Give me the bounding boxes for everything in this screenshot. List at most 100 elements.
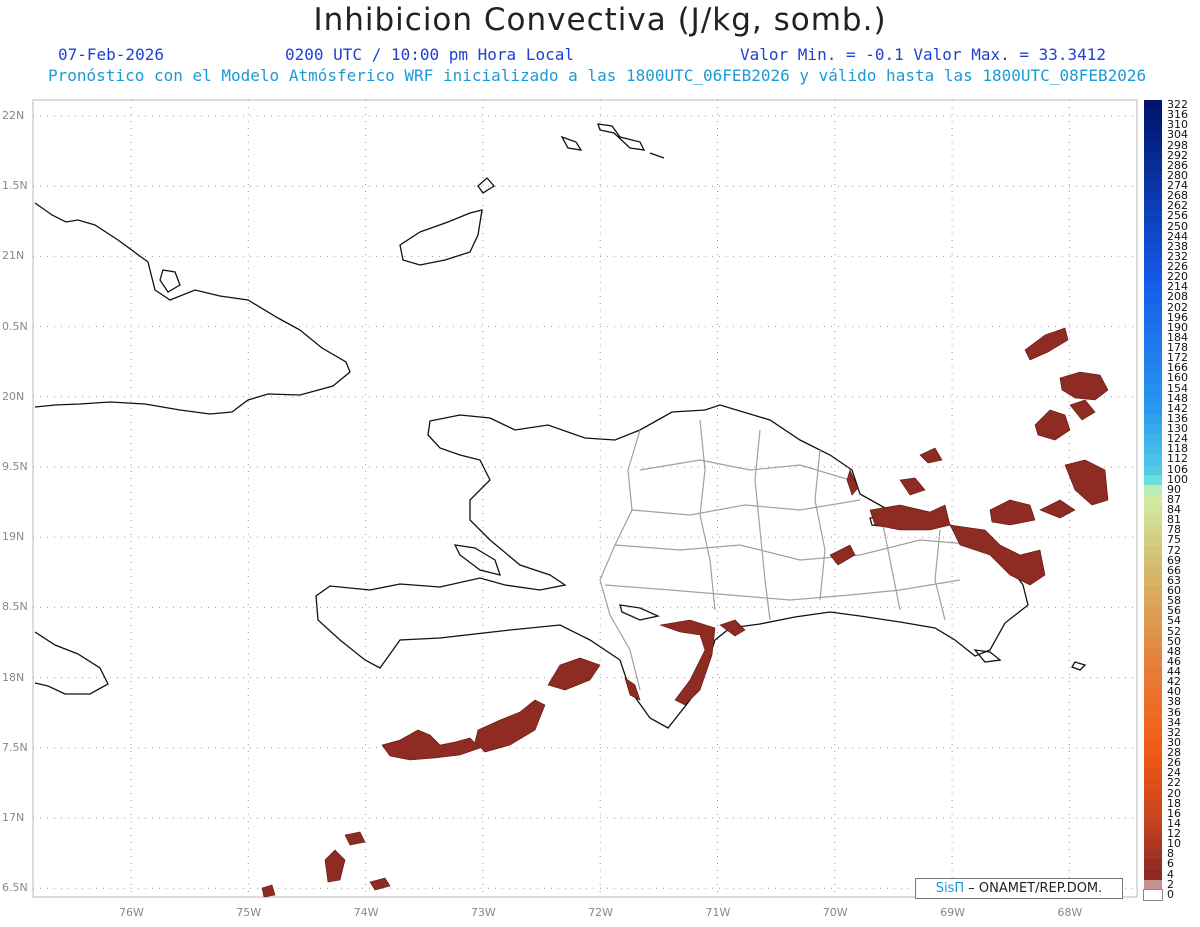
legend-swatch [1144, 353, 1162, 364]
legend-label: 208 [1167, 290, 1188, 304]
legend-label: 63 [1167, 573, 1181, 587]
credit-box: SisΠ – ONAMET/REP.DOM. [915, 878, 1123, 899]
legend-swatch [1144, 110, 1162, 121]
legend-swatch [1144, 869, 1162, 881]
legend-label: 34 [1167, 715, 1181, 729]
legend-label: 58 [1167, 594, 1181, 608]
lat-label: 22N [2, 109, 25, 122]
legend-label: 18 [1167, 796, 1181, 810]
legend-swatch [1144, 667, 1162, 678]
legend-swatch [1144, 464, 1162, 476]
legend-swatch [1144, 241, 1162, 253]
legend-swatch [1144, 818, 1162, 830]
lat-label: 1.5N [2, 179, 28, 193]
legend-label: 100 [1167, 472, 1188, 486]
legend-swatch [1144, 231, 1162, 243]
legend-label: 226 [1167, 260, 1188, 274]
legend-label: 130 [1167, 422, 1188, 436]
legend-label: 214 [1167, 280, 1188, 294]
legend-swatch [1144, 484, 1162, 496]
legend-swatch [1144, 808, 1162, 820]
legend-swatch [1144, 494, 1162, 506]
legend-swatch [1144, 181, 1162, 192]
legend-swatch [1144, 343, 1162, 354]
legend-swatch [1144, 656, 1162, 668]
legend-swatch [1144, 586, 1162, 597]
legend-swatch [1144, 768, 1162, 779]
cin-shading [261, 327, 1109, 898]
legend-swatch [1144, 312, 1162, 324]
legend-label: 14 [1167, 816, 1181, 830]
legend-label: 184 [1167, 330, 1188, 344]
legend-label: 6 [1167, 857, 1174, 871]
legend-swatch [1144, 798, 1162, 810]
legend-swatch [1144, 636, 1162, 648]
legend-label: 48 [1167, 644, 1181, 658]
legend-label: 304 [1167, 128, 1188, 142]
legend-swatch [1144, 332, 1162, 344]
legend-label: 84 [1167, 503, 1181, 517]
legend-label: 16 [1167, 806, 1181, 820]
legend-label: 244 [1167, 229, 1188, 243]
legend-swatch [1144, 758, 1162, 769]
legend-swatch [1144, 879, 1162, 891]
forecast-time: 0200 UTC / 10:00 pm Hora Local [285, 45, 574, 64]
legend-swatch [1144, 383, 1162, 395]
legend-label: 40 [1167, 685, 1181, 699]
legend-swatch [1144, 565, 1162, 577]
legend-swatch [1144, 211, 1162, 223]
credit-brand: SisΠ [935, 881, 965, 896]
lon-label: 71W [705, 906, 731, 919]
lat-label: 0.5N [2, 319, 28, 333]
legend-swatch [1144, 424, 1162, 435]
legend-label: 112 [1167, 452, 1188, 466]
legend-label: 32 [1167, 725, 1181, 739]
province-boundaries [599, 419, 981, 691]
legend-label: 136 [1167, 411, 1188, 425]
legend-label: 90 [1167, 482, 1181, 496]
coastlines [34, 123, 1087, 729]
legend-label: 196 [1167, 310, 1188, 324]
legend-label: 20 [1167, 786, 1181, 800]
legend-label: 280 [1167, 168, 1188, 182]
legend-label: 72 [1167, 543, 1181, 557]
lat-label: 18N [2, 670, 25, 684]
legend-swatch [1144, 606, 1162, 617]
legend-swatch [1144, 100, 1162, 111]
legend-label: 2 [1167, 877, 1174, 891]
legend-label: 28 [1167, 746, 1181, 760]
lat-label: 6.5N [2, 881, 28, 895]
legend-label: 22 [1167, 776, 1181, 790]
legend-label: 8 [1167, 847, 1174, 861]
lon-label: 70W [822, 906, 848, 919]
legend-swatch [1144, 444, 1162, 455]
legend-swatch [1144, 170, 1162, 182]
legend-swatch [1144, 788, 1162, 800]
legend-label: 106 [1167, 462, 1188, 476]
legend-label: 148 [1167, 391, 1188, 405]
legend-swatch [1144, 859, 1162, 871]
lat-label: 21N [2, 249, 25, 263]
legend-swatch [1144, 282, 1162, 293]
legend-swatch [1144, 737, 1162, 749]
legend-label: 142 [1167, 401, 1188, 415]
legend-swatch [1144, 272, 1162, 283]
lon-label: 68W [1057, 906, 1083, 919]
legend-label: 268 [1167, 189, 1188, 203]
legend-label: 256 [1167, 209, 1188, 223]
legend-swatch [1144, 717, 1162, 729]
legend-swatch [1144, 505, 1162, 516]
legend-label: 54 [1167, 614, 1181, 628]
lat-label: 8.5N [2, 600, 28, 614]
legend-label: 118 [1167, 442, 1188, 456]
lon-label: 75W [236, 906, 262, 919]
lon-label: 72W [588, 906, 614, 919]
legend-swatch [1144, 302, 1162, 314]
legend-label: 4 [1167, 867, 1174, 881]
legend-swatch [1144, 687, 1162, 698]
lon-label: 69W [940, 906, 965, 919]
legend-swatch [1144, 474, 1162, 486]
legend-label: 250 [1167, 219, 1188, 233]
legend-label: 30 [1167, 735, 1181, 749]
